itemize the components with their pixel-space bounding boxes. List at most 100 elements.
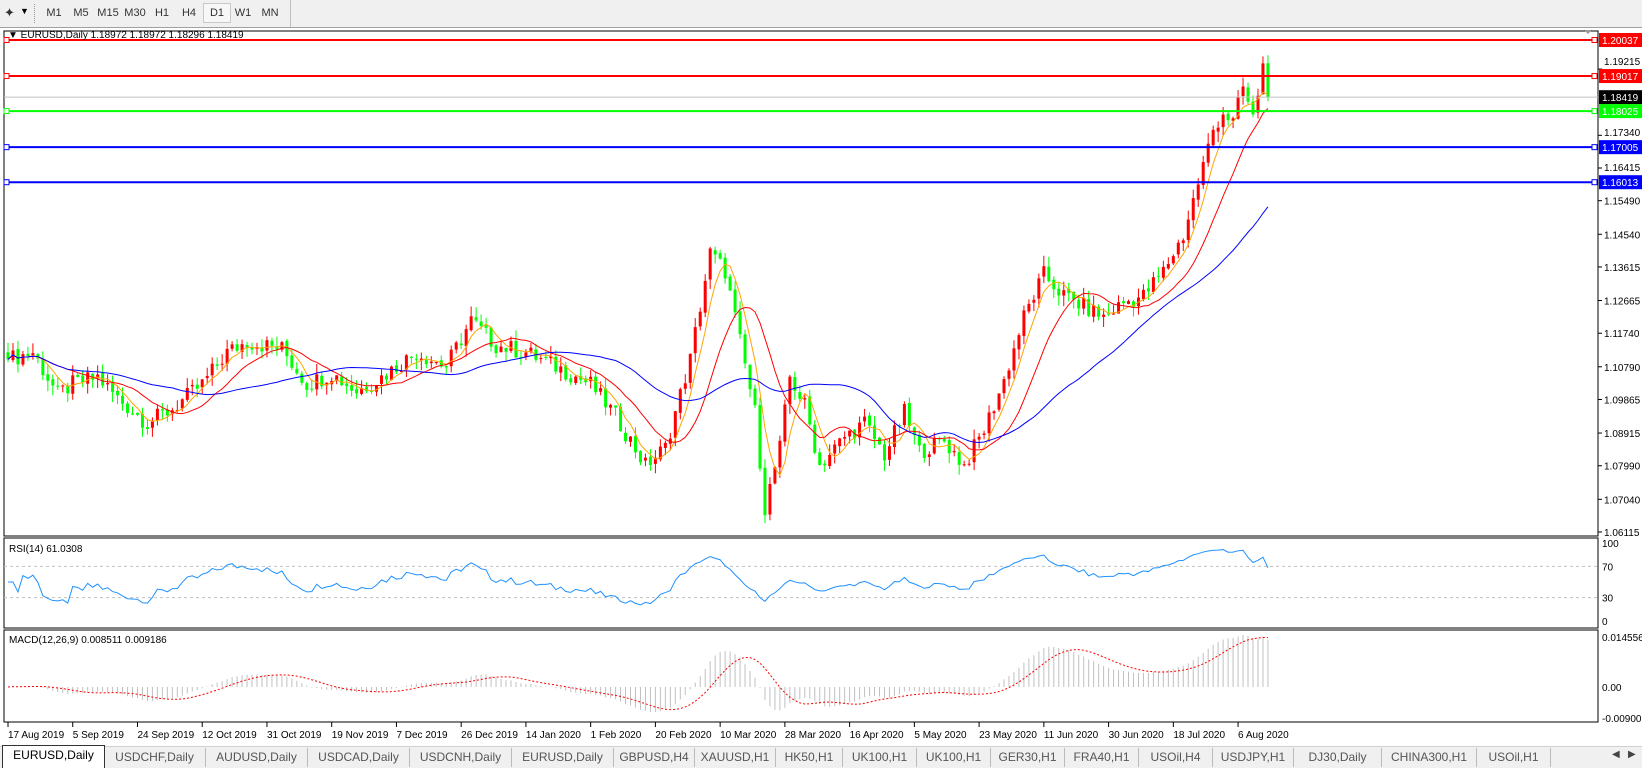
candle-bear: [1226, 113, 1230, 121]
candle-bull: [977, 436, 981, 440]
chart-tab[interactable]: EURUSD,Daily: [2, 745, 105, 768]
chart-tab[interactable]: HK50,H1: [776, 748, 843, 767]
candle-bull: [539, 358, 543, 360]
candle-bull: [150, 421, 154, 428]
candle-bear: [624, 432, 628, 442]
candle-bear: [160, 409, 164, 411]
level-label: 1.17005: [1602, 143, 1639, 154]
candle-bear: [823, 463, 827, 466]
candle-bear: [6, 352, 10, 360]
date-label: 30 Jun 2020: [1109, 730, 1164, 741]
candle-bull: [1022, 310, 1026, 336]
macd-tick-label: -0.009001: [1602, 714, 1642, 725]
chart-tab[interactable]: AUDUSD,Daily: [206, 748, 308, 767]
candle-bull: [524, 352, 528, 358]
candle-bull: [404, 355, 408, 370]
chart-tab[interactable]: USDCNH,Daily: [410, 748, 512, 767]
candle-bear: [350, 385, 354, 391]
timeframe-m15-button[interactable]: M15: [97, 7, 119, 19]
candle-bull: [1092, 305, 1096, 317]
candle-bear: [579, 376, 583, 380]
level-label: 1.20037: [1602, 36, 1639, 47]
chart-tab[interactable]: USDCHF,Daily: [104, 748, 206, 767]
candle-bear: [345, 383, 349, 387]
candle-bull: [952, 451, 956, 453]
timeframe-m1-button[interactable]: M1: [46, 7, 62, 19]
candle-bull: [643, 457, 647, 461]
candle-bull: [589, 376, 593, 382]
candle-bull: [1027, 303, 1031, 312]
candle-bear: [1067, 288, 1071, 294]
timeframe-w1-button[interactable]: W1: [234, 7, 252, 19]
candle-bear: [16, 349, 20, 365]
candle-bear: [733, 289, 737, 313]
timeframe-m5-button[interactable]: M5: [73, 7, 89, 19]
timeframe-m30-button[interactable]: M30: [124, 7, 146, 19]
candle-bear: [614, 405, 618, 408]
candle-bull: [449, 349, 453, 367]
candle-bull: [1186, 219, 1190, 240]
chart-tab[interactable]: USOil,H4: [1139, 748, 1213, 767]
candle-bear: [942, 438, 946, 442]
candle-bear: [1047, 266, 1051, 282]
tab-scroll-right-icon[interactable]: ▶: [1628, 749, 1636, 760]
candle-bear: [1146, 288, 1150, 292]
line-tools-icon[interactable]: ✦: [4, 5, 15, 20]
candle-bull: [155, 408, 159, 421]
candle-bull: [574, 376, 578, 384]
chart-tab[interactable]: UK100,H1: [917, 748, 991, 767]
candle-bear: [808, 396, 812, 425]
chart-tab[interactable]: USOil,H1: [1477, 748, 1551, 767]
candle-bear: [145, 427, 149, 429]
candle-bull: [509, 341, 513, 351]
candle-bull: [499, 346, 503, 353]
chart-tab[interactable]: GBPUSD,H4: [614, 748, 695, 767]
candle-bull: [778, 440, 782, 468]
rsi-line: [8, 549, 1269, 606]
candle-bull: [838, 438, 842, 447]
candle-bull: [887, 446, 891, 460]
chart-tab[interactable]: FRA40,H1: [1065, 748, 1139, 767]
date-label: 17 Aug 2019: [8, 730, 65, 741]
chart-tab[interactable]: EURUSD,Daily: [512, 748, 614, 767]
candle-bull: [454, 342, 458, 350]
line-handle: [1591, 108, 1598, 115]
chart-area[interactable]: 1.19215 1.17340 1.16415 1.15490 1.14540 1.136…: [0, 27, 1642, 746]
chart-tab[interactable]: CHINA300,H1: [1382, 748, 1477, 767]
rsi-tick-label: 100: [1602, 539, 1619, 550]
chart-tab[interactable]: USDCAD,Daily: [308, 748, 410, 767]
chart-tab[interactable]: GER30,H1: [991, 748, 1065, 767]
candle-bull: [1002, 379, 1006, 394]
tab-scroll-left-icon[interactable]: ◀: [1612, 749, 1620, 760]
timeframe-d1-button[interactable]: D1: [203, 3, 231, 23]
price-tick-label: 1.07990: [1604, 462, 1641, 473]
timeframe-h1-button[interactable]: H1: [154, 7, 170, 19]
candle-bull: [220, 363, 224, 365]
line-handle: [3, 73, 10, 80]
timeframe-h4-button[interactable]: H4: [181, 7, 197, 19]
chevron-down-icon[interactable]: ▼: [20, 6, 29, 16]
candle-bear: [459, 343, 463, 346]
chart-tab[interactable]: UK100,H1: [843, 748, 917, 767]
date-label: 1 Feb 2020: [591, 730, 642, 741]
candle-bull: [1166, 264, 1170, 269]
price-tick-label: 1.19215: [1604, 57, 1641, 68]
candle-bull: [1206, 143, 1210, 163]
candle-bear: [76, 374, 80, 378]
price-tick-label: 1.14540: [1604, 230, 1641, 241]
candle-bull: [61, 385, 65, 387]
toolbar-grip[interactable]: [34, 4, 38, 23]
candle-bear: [818, 452, 822, 466]
candle-bear: [140, 414, 144, 428]
candle-bull: [992, 411, 996, 414]
chart-tab[interactable]: XAUUSD,H1: [695, 748, 776, 767]
candle-bear: [131, 413, 134, 415]
chart-tab[interactable]: DJ30,Daily: [1294, 748, 1382, 767]
chart-tab[interactable]: USDJPY,H1: [1213, 748, 1294, 767]
candle-bear: [1107, 313, 1111, 315]
candle-bear: [882, 444, 886, 461]
candle-bull: [1191, 198, 1195, 221]
candle-bull: [31, 353, 35, 356]
timeframe-mn-button[interactable]: MN: [261, 7, 279, 19]
candle-bull: [843, 437, 847, 439]
